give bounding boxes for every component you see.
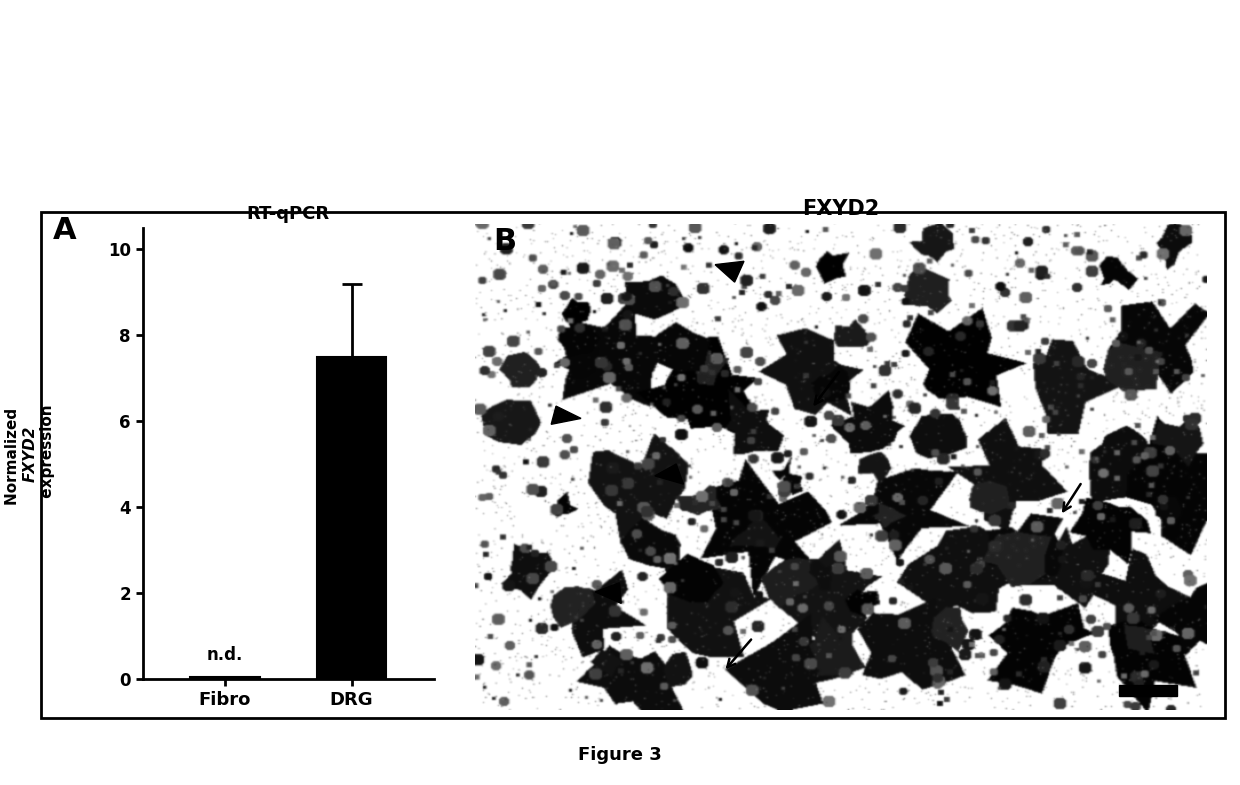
Text: B: B bbox=[494, 228, 516, 257]
Text: expression: expression bbox=[40, 404, 56, 502]
Text: Normalized: Normalized bbox=[5, 402, 20, 505]
Title: FXYD2: FXYD2 bbox=[802, 199, 879, 219]
Bar bbox=[190, 677, 260, 679]
Bar bbox=[1118, 685, 1177, 696]
Polygon shape bbox=[552, 406, 582, 425]
Text: A: A bbox=[53, 217, 77, 246]
Text: n.d.: n.d. bbox=[207, 646, 243, 664]
Title: RT-qPCR: RT-qPCR bbox=[247, 206, 330, 223]
Polygon shape bbox=[715, 261, 744, 282]
Text: FXYD2: FXYD2 bbox=[22, 425, 37, 481]
Text: Figure 3: Figure 3 bbox=[578, 747, 662, 764]
Polygon shape bbox=[595, 582, 621, 604]
Bar bbox=[316, 356, 387, 679]
Polygon shape bbox=[655, 464, 683, 484]
